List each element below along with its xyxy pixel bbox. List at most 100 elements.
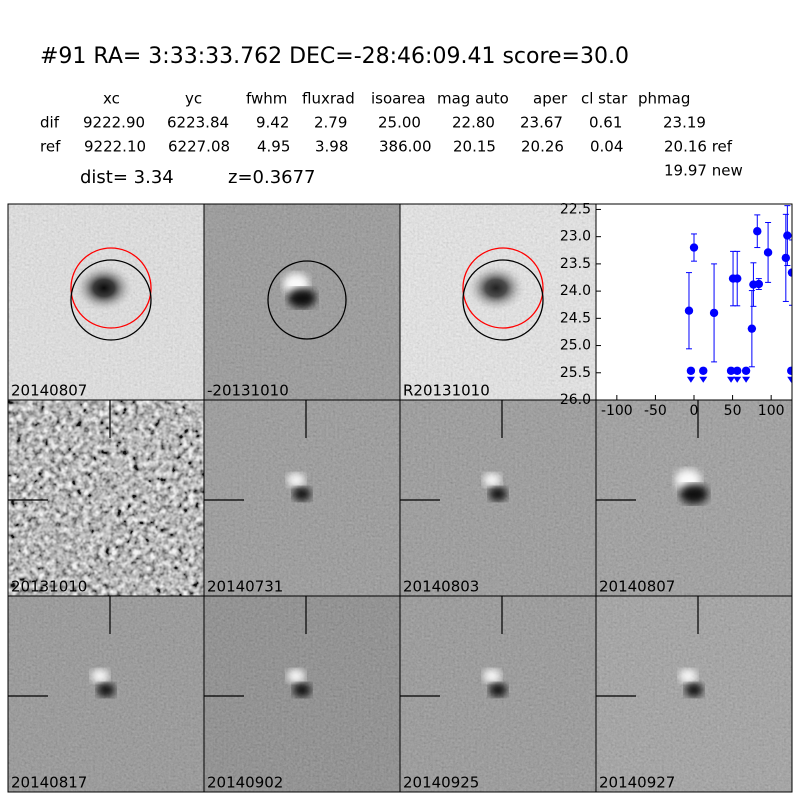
point <box>709 308 719 318</box>
column-header: isoarea <box>371 90 426 108</box>
cutout-label: 20140807 <box>599 578 675 596</box>
residual-neg <box>489 487 507 501</box>
cell: 9222.90 <box>83 114 145 132</box>
cutout-label: 20140927 <box>599 774 675 792</box>
cutout: R20131010 <box>399 203 597 401</box>
residual-neg <box>685 683 703 697</box>
ref-circle <box>70 247 152 329</box>
x-tick-label: -50 <box>644 403 667 419</box>
x-tick-label: 0 <box>690 403 699 419</box>
x-tick-label: 50 <box>724 403 742 419</box>
x-tick-label: 100 <box>758 403 785 419</box>
cell: 9.42 <box>256 114 289 132</box>
residual-neg <box>680 484 708 504</box>
limit-arrow <box>742 376 751 383</box>
upper-limit <box>726 366 736 383</box>
cutout-frame <box>595 595 793 793</box>
extra: 19.97 new <box>664 162 743 180</box>
limit-arrow <box>699 376 708 383</box>
column-header: aper <box>533 90 568 108</box>
upper-limit <box>741 366 751 383</box>
limit-point <box>686 366 696 375</box>
residual-neg <box>293 487 311 501</box>
point <box>747 324 757 333</box>
cutout-label: 20131010 <box>11 578 87 596</box>
cutout-label: 20140807 <box>11 382 87 400</box>
points <box>684 205 792 383</box>
residual-pos <box>287 669 305 683</box>
point <box>781 253 791 263</box>
limit-arrow <box>686 376 695 383</box>
cutout-label: 20140731 <box>207 578 283 596</box>
row-label: dif <box>40 114 60 132</box>
column-header: xc <box>103 90 120 108</box>
cutout: 20140807 <box>7 203 205 401</box>
point <box>733 274 742 283</box>
redshift: z=0.3677 <box>228 167 316 188</box>
point <box>787 268 792 277</box>
upper-limit <box>686 366 696 383</box>
ref-circle <box>462 247 544 329</box>
point <box>754 279 764 289</box>
light-curve: 22.5 23.0 23.5 24.0 24.5 25.0 25.5 26.0 -100 -50 0… <box>560 201 793 419</box>
y-tick-label: 22.5 <box>560 201 591 217</box>
limit-point <box>733 366 742 375</box>
limit-arrow <box>733 376 742 383</box>
cell: 3.98 <box>315 138 348 156</box>
cell: 20.15 <box>453 138 496 156</box>
column-header: yc <box>185 90 202 108</box>
cell: 0.04 <box>590 138 623 156</box>
column-header: fluxrad <box>302 90 355 108</box>
det-circle <box>462 259 544 341</box>
info-table: xc yc fwhm fluxrad isoarea mag auto aper cl sta… <box>40 90 733 156</box>
y-tick-label: 25.5 <box>560 365 591 381</box>
limit-arrow <box>727 376 736 383</box>
limit-point <box>726 366 736 375</box>
y-tick-label: 23.0 <box>560 229 591 245</box>
y-tick-label: 24.0 <box>560 283 591 299</box>
cell: 4.95 <box>257 138 290 156</box>
y-tick-label: 25.0 <box>560 338 591 354</box>
cutout: 20140902 <box>203 595 401 793</box>
cutout-label: -20131010 <box>207 382 289 400</box>
residual-neg <box>293 683 311 697</box>
y-tick-label: 24.5 <box>560 310 591 326</box>
cutout-label: 20140925 <box>403 774 479 792</box>
row-label: ref <box>40 138 61 156</box>
point <box>763 248 773 257</box>
limit-point <box>787 366 792 375</box>
error-bar <box>789 239 792 306</box>
cell: 6227.08 <box>168 138 230 156</box>
cell: 386.00 <box>379 138 432 156</box>
cutout-label: R20131010 <box>403 382 490 400</box>
column-header: mag auto <box>437 90 509 108</box>
cell: 2.79 <box>314 114 347 132</box>
cutout: 20140925 <box>399 595 597 793</box>
cutout: 20140807 <box>595 399 793 597</box>
source <box>74 264 134 312</box>
det-circle <box>267 260 347 340</box>
limit-point <box>741 366 751 375</box>
cell: 25.00 <box>378 114 421 132</box>
y-tick-label: 23.5 <box>560 256 591 272</box>
residual-pos <box>483 669 501 683</box>
y-tick-label: 26.0 <box>560 392 591 408</box>
upper-limit <box>787 366 792 383</box>
x-tick-label: -100 <box>601 403 633 419</box>
cell: 6223.84 <box>167 114 229 132</box>
image-grid: 20140807 -20131010 R20131010 20131010 201407… <box>7 203 793 793</box>
point <box>684 306 694 315</box>
point <box>783 231 792 240</box>
source <box>466 264 526 312</box>
residual-pos <box>679 669 697 683</box>
cutout-label: 20140817 <box>11 774 87 792</box>
cutout-label: 20140803 <box>403 578 479 596</box>
point <box>753 227 762 236</box>
cell: 20.26 <box>521 138 564 156</box>
cell: 20.16 ref <box>664 138 733 156</box>
cutout: 20140803 <box>399 399 597 597</box>
column-header: cl star <box>581 90 628 108</box>
plot-frame <box>595 203 793 401</box>
cutout-label: 20140902 <box>207 774 283 792</box>
limit-arrow <box>787 376 792 383</box>
